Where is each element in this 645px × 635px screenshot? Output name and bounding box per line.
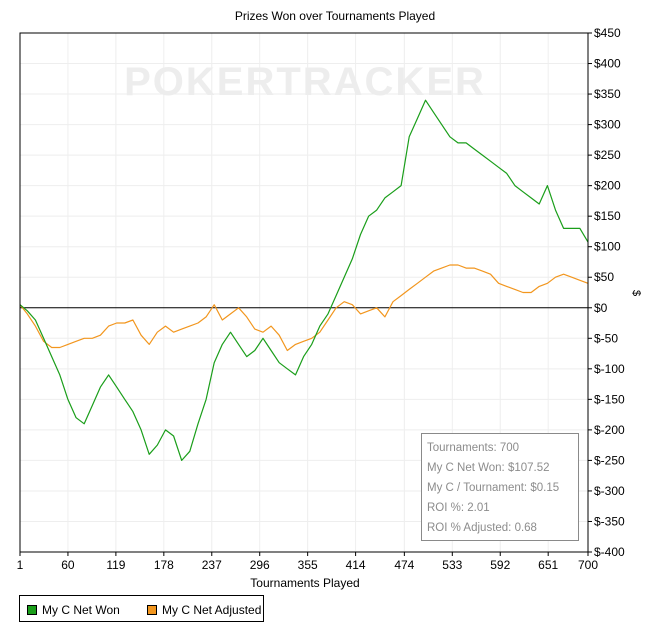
y-tick-label: $-150 (594, 392, 625, 406)
x-tick-label: 474 (394, 558, 414, 572)
series-lines (19, 99, 589, 461)
watermark-logo: POKERTRACKER (124, 60, 486, 104)
y-tick-label: $350 (594, 87, 621, 101)
x-tick-label: 592 (490, 558, 510, 572)
chart-title: Prizes Won over Tournaments Played (235, 9, 435, 23)
y-tick-label: $50 (594, 270, 614, 284)
series-line-net-adjusted (19, 264, 589, 352)
x-tick-label: 1 (17, 558, 24, 572)
y-tick-label: $200 (594, 179, 621, 193)
y-axis-label: $ (630, 290, 642, 296)
legend-item-net-adjusted: My C Net Adjusted (147, 603, 261, 617)
x-tick-label: 60 (61, 558, 75, 572)
stat-tournaments: Tournaments: 700 (427, 442, 520, 454)
series-line-net-won (19, 99, 589, 461)
y-tick-label: $-50 (594, 331, 618, 345)
stats-box: Tournaments: 700 My C Net Won: $107.52 M… (421, 433, 579, 541)
y-tick-label: $-250 (594, 453, 625, 467)
y-tick-label: $0 (594, 301, 608, 315)
legend-swatch-net-won (27, 605, 37, 615)
legend: My C Net Won My C Net Adjusted (19, 595, 264, 622)
x-tick-label: 355 (298, 558, 318, 572)
x-axis-label: Tournaments Played (250, 576, 359, 590)
legend-item-net-won: My C Net Won (27, 603, 120, 617)
stat-roi-adjusted: ROI % Adjusted: 0.68 (427, 522, 537, 534)
x-tick-label: 533 (442, 558, 462, 572)
y-tick-label: $-350 (594, 514, 625, 528)
x-tick-label: 178 (154, 558, 174, 572)
y-tick-label: $-400 (594, 545, 625, 559)
stat-net-won: My C Net Won: $107.52 (427, 462, 550, 474)
x-axis-ticks: 1 60 119 178 237 296 355 414 474 533 592 651 700 (17, 552, 598, 572)
y-axis-ticks: $450 $400 $350 $300 $250 $200 $150 $100 $50 $0 $-5… (588, 26, 625, 559)
y-tick-label: $100 (594, 240, 621, 254)
legend-label-net-adjusted: My C Net Adjusted (162, 603, 262, 617)
y-tick-label: $300 (594, 118, 621, 132)
y-tick-label: $-300 (594, 484, 625, 498)
x-tick-label: 651 (538, 558, 558, 572)
y-tick-label: $450 (594, 26, 621, 40)
x-tick-label: 119 (106, 558, 125, 572)
y-tick-label: $250 (594, 148, 621, 162)
plot-frame (19, 32, 589, 553)
x-tick-label: 237 (202, 558, 222, 572)
legend-label-net-won: My C Net Won (42, 603, 120, 617)
x-tick-label: 700 (578, 558, 598, 572)
y-tick-label: $400 (594, 57, 621, 71)
stat-per-tournament: My C / Tournament: $0.15 (427, 482, 560, 494)
y-tick-label: $-200 (594, 423, 625, 437)
legend-swatch-net-adjusted (147, 605, 157, 615)
y-tick-label: $-100 (594, 362, 625, 376)
x-tick-label: 414 (346, 558, 366, 572)
stat-roi: ROI %: 2.01 (427, 502, 490, 514)
y-tick-label: $150 (594, 209, 621, 223)
x-tick-label: 296 (250, 558, 270, 572)
